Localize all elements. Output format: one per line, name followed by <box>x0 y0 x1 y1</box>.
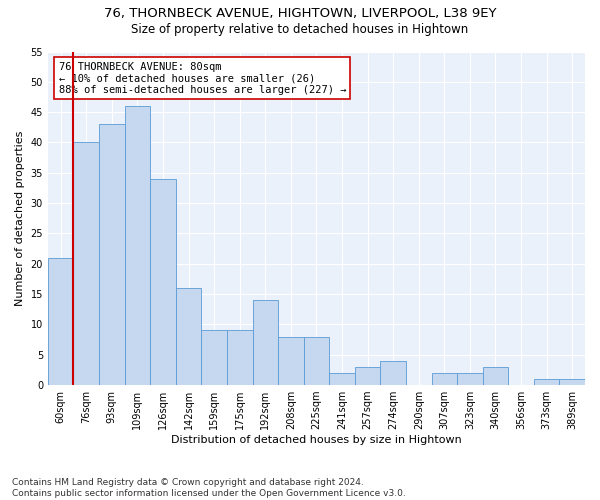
Bar <box>227 330 253 385</box>
Bar <box>73 142 99 385</box>
Bar <box>559 379 585 385</box>
Bar <box>457 373 482 385</box>
Bar <box>482 367 508 385</box>
Text: 76 THORNBECK AVENUE: 80sqm
← 10% of detached houses are smaller (26)
88% of semi: 76 THORNBECK AVENUE: 80sqm ← 10% of deta… <box>59 62 346 94</box>
Bar <box>150 179 176 385</box>
Text: Contains HM Land Registry data © Crown copyright and database right 2024.
Contai: Contains HM Land Registry data © Crown c… <box>12 478 406 498</box>
Bar <box>534 379 559 385</box>
Bar <box>380 361 406 385</box>
Bar <box>176 288 202 385</box>
Text: 76, THORNBECK AVENUE, HIGHTOWN, LIVERPOOL, L38 9EY: 76, THORNBECK AVENUE, HIGHTOWN, LIVERPOO… <box>104 8 496 20</box>
Bar <box>253 300 278 385</box>
Bar <box>278 336 304 385</box>
Bar <box>304 336 329 385</box>
Bar <box>125 106 150 385</box>
X-axis label: Distribution of detached houses by size in Hightown: Distribution of detached houses by size … <box>171 435 462 445</box>
Text: Size of property relative to detached houses in Hightown: Size of property relative to detached ho… <box>131 22 469 36</box>
Bar <box>431 373 457 385</box>
Bar <box>99 124 125 385</box>
Y-axis label: Number of detached properties: Number of detached properties <box>15 130 25 306</box>
Bar <box>48 258 73 385</box>
Bar <box>355 367 380 385</box>
Bar <box>202 330 227 385</box>
Bar <box>329 373 355 385</box>
